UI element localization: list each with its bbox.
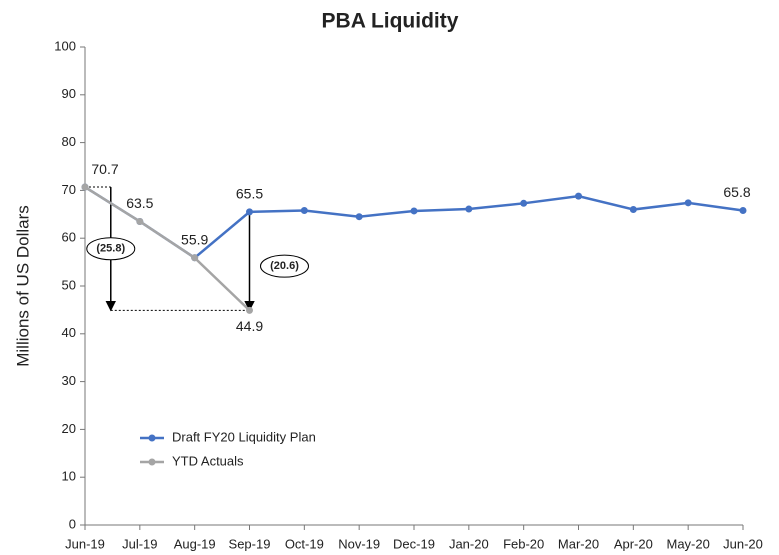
x-tick-label: Feb-20 bbox=[503, 536, 544, 551]
x-tick-label: Mar-20 bbox=[558, 536, 599, 551]
point bbox=[81, 183, 89, 191]
legend-label: Draft FY20 Liquidity Plan bbox=[172, 429, 316, 444]
x-tick-label: Sep-19 bbox=[229, 536, 271, 551]
y-tick-label: 80 bbox=[62, 134, 76, 149]
y-tick-label: 50 bbox=[62, 277, 76, 292]
series-line bbox=[84, 185, 251, 312]
x-tick-label: Jun-20 bbox=[723, 536, 763, 551]
x-tick-label: Oct-19 bbox=[285, 536, 324, 551]
legend-marker bbox=[148, 434, 156, 442]
point bbox=[520, 199, 528, 207]
annotation-bubble bbox=[260, 254, 309, 278]
annotation: (20.6) bbox=[270, 260, 299, 272]
y-tick-label: 40 bbox=[62, 325, 76, 340]
x-tick-label: Aug-19 bbox=[174, 536, 216, 551]
x-tick-label: Nov-19 bbox=[338, 536, 380, 551]
point bbox=[136, 217, 144, 225]
x-tick-label: Jun-19 bbox=[65, 536, 105, 551]
y-tick-label: 60 bbox=[62, 230, 76, 245]
x-tick-label: Jul-19 bbox=[122, 536, 157, 551]
point bbox=[355, 213, 363, 221]
y-tick-label: 10 bbox=[62, 469, 76, 484]
x-tick-label: Apr-20 bbox=[614, 536, 653, 551]
x-tick-label: May-20 bbox=[666, 536, 709, 551]
point bbox=[465, 205, 473, 213]
y-tick-label: 70 bbox=[62, 182, 76, 197]
point bbox=[300, 206, 308, 214]
data-label: 63.5 bbox=[126, 195, 153, 211]
y-tick-label: 30 bbox=[62, 373, 76, 388]
data-label: 44.9 bbox=[236, 318, 263, 334]
x-tick-label: Jan-20 bbox=[449, 536, 489, 551]
data-label: 55.9 bbox=[181, 232, 208, 248]
y-tick-label: 90 bbox=[62, 86, 76, 101]
chart-title: PBA Liquidity bbox=[322, 10, 459, 33]
point bbox=[410, 207, 418, 215]
annotation-bubble bbox=[86, 237, 136, 261]
data-label: 65.8 bbox=[723, 184, 750, 200]
point bbox=[739, 206, 747, 214]
annotation: (25.8) bbox=[96, 243, 125, 255]
point bbox=[246, 208, 253, 216]
x-tick-label: Dec-19 bbox=[393, 536, 435, 551]
data-label: 70.7 bbox=[91, 161, 118, 177]
y-tick-label: 0 bbox=[69, 516, 76, 531]
legend-label: YTD Actuals bbox=[172, 453, 244, 468]
point bbox=[246, 306, 253, 314]
point bbox=[575, 192, 582, 200]
y-tick-label: 20 bbox=[62, 421, 76, 436]
point bbox=[191, 254, 199, 262]
point bbox=[629, 206, 637, 214]
y-axis-label: Millions of US Dollars bbox=[13, 205, 32, 367]
point bbox=[684, 199, 692, 207]
legend-marker bbox=[148, 458, 156, 466]
y-tick-label: 100 bbox=[54, 38, 76, 53]
data-label: 65.5 bbox=[236, 186, 263, 202]
